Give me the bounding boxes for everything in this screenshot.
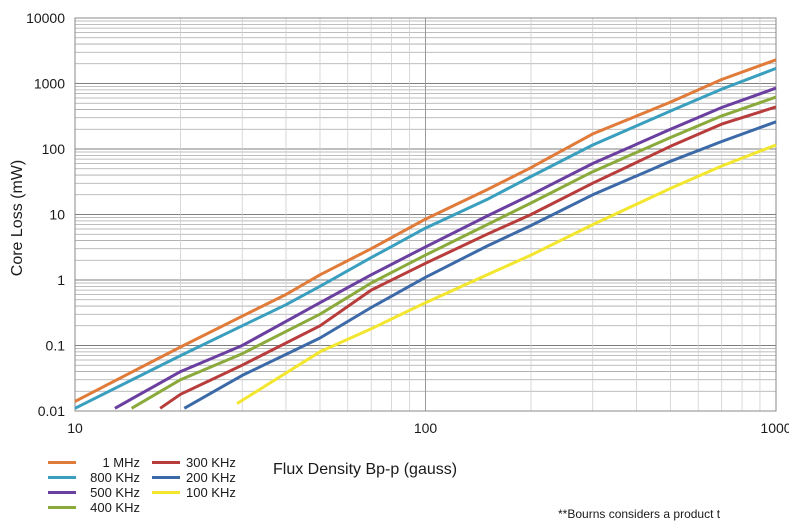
legend-label: 1 MHz [102, 455, 140, 470]
legend-swatch [152, 476, 180, 479]
legend-swatch [48, 491, 76, 494]
x-axis-label: Flux Density Bp-p (gauss) [273, 461, 457, 478]
y-tick-label: 10 [49, 207, 65, 223]
x-tick-label: 100 [414, 420, 438, 436]
series-line [183, 120, 777, 410]
legend-item: 400 KHz [48, 500, 148, 515]
legend-item: 1 MHz [48, 455, 148, 470]
series-line [159, 105, 777, 410]
x-tick-label: 10 [67, 420, 83, 436]
series-line [114, 86, 777, 410]
legend-swatch [48, 476, 76, 479]
y-tick-label: 0.1 [46, 338, 66, 354]
y-tick-label: 100 [42, 141, 66, 157]
legend-swatch [152, 461, 180, 464]
legend-item: 100 KHz [152, 485, 252, 500]
y-tick-label: 1000 [34, 76, 65, 92]
legend-column-2: 300 KHz 200 KHz 100 KHz [152, 455, 252, 515]
series-line [74, 66, 777, 410]
legend-column-1: 1 MHz 800 KHz 500 KHz 400 KHz [48, 455, 148, 515]
grid [74, 17, 777, 412]
legend-swatch [48, 506, 76, 509]
y-tick-label: 10000 [26, 10, 65, 26]
series-lines [74, 58, 777, 410]
plot-border [74, 17, 777, 412]
y-tick-label: 1 [57, 272, 65, 288]
legend-swatch [48, 461, 76, 464]
y-tick-label: 0.01 [38, 403, 65, 419]
legend-item: 800 KHz [48, 470, 148, 485]
legend-label: 400 KHz [90, 500, 140, 515]
x-tick-label: 1000 [760, 420, 789, 436]
legend: 1 MHz 800 KHz 500 KHz 400 KHz 300 KHz 200 KH… [48, 455, 252, 515]
y-axis-label: Core Loss (mW) [9, 160, 26, 276]
legend-item: 300 KHz [152, 455, 252, 470]
series-line [236, 143, 777, 405]
legend-label: 100 KHz [186, 485, 236, 500]
series-line [130, 95, 777, 410]
legend-label: 200 KHz [186, 470, 236, 485]
tick-labels: 10 100 1000 0.01 0.1 1 10 100 1000 10000 [26, 10, 789, 436]
legend-label: 300 KHz [186, 455, 236, 470]
legend-swatch [152, 491, 180, 494]
series-line [74, 58, 777, 403]
legend-label: 800 KHz [90, 470, 140, 485]
legend-item: 200 KHz [152, 470, 252, 485]
footnote: **Bourns considers a product t [558, 507, 721, 521]
legend-label: 500 KHz [90, 485, 140, 500]
legend-item: 500 KHz [48, 485, 148, 500]
